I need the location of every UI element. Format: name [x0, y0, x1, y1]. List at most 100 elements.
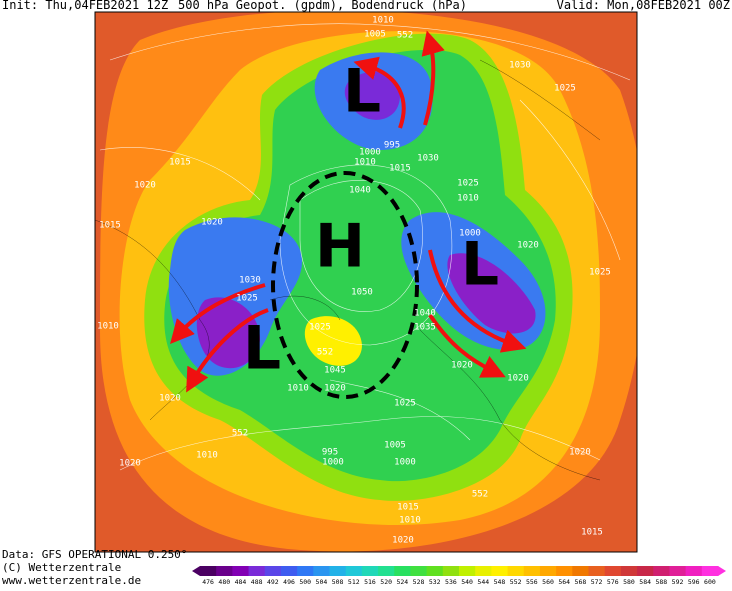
colorbar-swatch [539, 566, 557, 576]
isobar-label: 1040 [414, 309, 436, 319]
isobar-label: 552 [317, 348, 333, 358]
isobar-label: 1020 [324, 384, 346, 394]
isobar-label: 552 [472, 490, 488, 500]
map-title: 500 hPa Geopot. (gpdm), Bodendruck (hPa) [178, 0, 467, 12]
colorbar-label: 540 [461, 578, 473, 586]
isobar-label: 1030 [239, 276, 261, 286]
isobar-label: 1030 [417, 154, 439, 164]
isobar-label: 1025 [236, 294, 258, 304]
colorbar-swatch [232, 566, 250, 576]
colorbar-label: 524 [396, 578, 408, 586]
isobar-label: 1020 [451, 361, 473, 371]
isobar-label: 1020 [392, 536, 414, 546]
colorbar-swatch [378, 566, 395, 576]
colorbar-swatch [507, 566, 525, 576]
colorbar-label: 556 [526, 578, 538, 586]
flow-arrows [170, 30, 527, 393]
isobar-label: 1020 [119, 459, 141, 469]
isobar-label: 1000 [359, 148, 381, 158]
isobar-label: 1010 [354, 158, 376, 168]
purple-low-north [344, 71, 400, 120]
isobar-label: 1020 [134, 181, 156, 191]
isobar-label: 1025 [554, 84, 576, 94]
isobar-label: 1020 [507, 374, 529, 384]
isobar-label: 1015 [397, 503, 419, 513]
colorbar-swatch [280, 566, 298, 576]
colorbar-label: 496 [283, 578, 295, 586]
isobar-label: 1000 [459, 229, 481, 239]
colorbar-label: 528 [413, 578, 425, 586]
colorbar-swatch [588, 566, 606, 576]
colorbar-label: 532 [429, 578, 441, 586]
colorbar-label: 592 [672, 578, 684, 586]
high-outline [271, 171, 419, 399]
copyright: (C) Wetterzentrale [2, 561, 121, 574]
colorbar-swatch [329, 566, 347, 576]
isobar-label: 1015 [389, 164, 411, 174]
isobar-label: 1010 [457, 194, 479, 204]
colorbar-swatch [556, 566, 573, 576]
colorbar-label: 548 [494, 578, 506, 586]
colorbar-label: 512 [348, 578, 360, 586]
colorbar-label: 600 [704, 578, 716, 586]
isobar-label: 1020 [569, 448, 591, 458]
colorbar-swatch [637, 566, 654, 576]
isobar-label: 1005 [384, 441, 406, 451]
isobar-label: 1015 [99, 221, 121, 231]
colorbar-label: 516 [364, 578, 376, 586]
coastlines [95, 59, 601, 481]
colorbar-swatch [701, 566, 719, 576]
isobar-label: 1040 [349, 186, 371, 196]
pressure-center: H [315, 212, 365, 282]
colorbar-swatch [653, 566, 670, 576]
colorbar-right-tip [718, 566, 726, 576]
isobar-label: 1010 [399, 516, 421, 526]
colorbar-swatch [491, 566, 509, 576]
website-url: www.wetterzentrale.de [2, 574, 141, 587]
isobar-label: 1010 [196, 451, 218, 461]
colorbar-swatch [248, 566, 266, 576]
colorbar-swatch [345, 566, 363, 576]
isobar-label: 1025 [309, 323, 331, 333]
colorbar-label: 564 [558, 578, 570, 586]
isobar-label: 1030 [509, 61, 531, 71]
colorbar-label: 572 [591, 578, 603, 586]
data-source: Data: GFS OPERATIONAL 0.250° [2, 548, 187, 561]
colorbar-label: 488 [251, 578, 263, 586]
isobar-label: 1050 [351, 288, 373, 298]
colorbar-label: 508 [332, 578, 344, 586]
colorbar-swatch [297, 566, 314, 576]
colorbar-swatch [410, 566, 428, 576]
colorbar-swatch [459, 566, 476, 576]
colorbar-label: 484 [235, 578, 247, 586]
isobar-label: 1000 [322, 458, 344, 468]
purple-low-east [447, 253, 536, 334]
colorbar-swatch [669, 566, 687, 576]
colorbar-label: 520 [380, 578, 392, 586]
colorbar-swatch [361, 566, 379, 576]
colorbar-swatch [313, 566, 330, 576]
colorbar-label: 504 [316, 578, 328, 586]
colorbar-label: 552 [510, 578, 522, 586]
isobar-label: 1035 [414, 323, 436, 333]
colorbar-left-tip [192, 566, 200, 576]
isobar-label: 995 [384, 141, 400, 151]
isobar-label: 1025 [589, 268, 611, 278]
colorbar-label: 584 [639, 578, 651, 586]
colorbar-label: 480 [218, 578, 230, 586]
colorbar-label: 560 [542, 578, 554, 586]
isobar-label: 1000 [394, 458, 416, 468]
colorbar-swatch [200, 566, 217, 576]
isobar-label: 1025 [394, 399, 416, 409]
isobar-label: 1015 [169, 158, 191, 168]
colorbar-label: 544 [477, 578, 489, 586]
valid-time: Valid: Mon,08FEB2021 00Z [557, 0, 730, 12]
colorbar-swatch [426, 566, 444, 576]
colorbar-swatch [572, 566, 589, 576]
colorbar-label: 596 [688, 578, 700, 586]
isobar-label: 1015 [581, 528, 603, 538]
isobar-label: 995 [322, 448, 338, 458]
colorbar-swatch [216, 566, 233, 576]
